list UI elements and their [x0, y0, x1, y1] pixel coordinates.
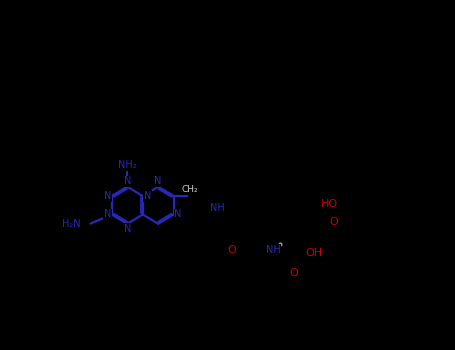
Text: N: N — [154, 176, 162, 186]
Text: N: N — [144, 191, 151, 201]
Text: N: N — [124, 176, 131, 186]
Text: O: O — [289, 268, 298, 278]
Text: N: N — [174, 210, 182, 219]
Text: NH: NH — [266, 245, 281, 255]
Text: NH₂: NH₂ — [118, 160, 136, 170]
Text: CH₂: CH₂ — [182, 186, 198, 194]
Text: O: O — [329, 217, 338, 227]
Text: NH: NH — [210, 203, 225, 212]
Text: O: O — [227, 245, 236, 255]
Text: N: N — [124, 224, 131, 234]
Text: N: N — [104, 210, 111, 219]
Text: N: N — [104, 191, 111, 201]
Text: H₂N: H₂N — [62, 219, 81, 229]
Text: HO: HO — [320, 199, 338, 209]
Text: OH: OH — [305, 248, 322, 258]
